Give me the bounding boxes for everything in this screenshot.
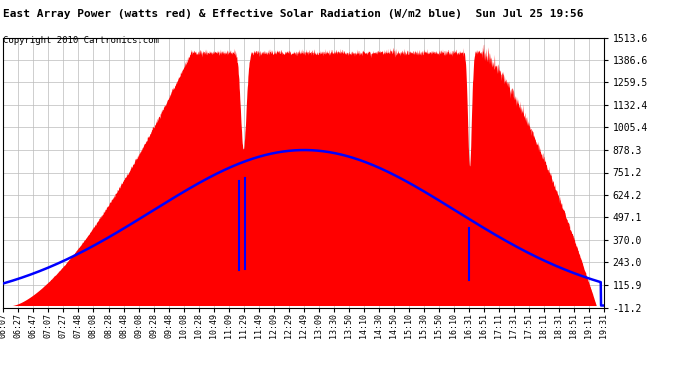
Text: East Array Power (watts red) & Effective Solar Radiation (W/m2 blue)  Sun Jul 25: East Array Power (watts red) & Effective… (3, 9, 584, 20)
Text: Copyright 2010 Cartronics.com: Copyright 2010 Cartronics.com (3, 36, 159, 45)
